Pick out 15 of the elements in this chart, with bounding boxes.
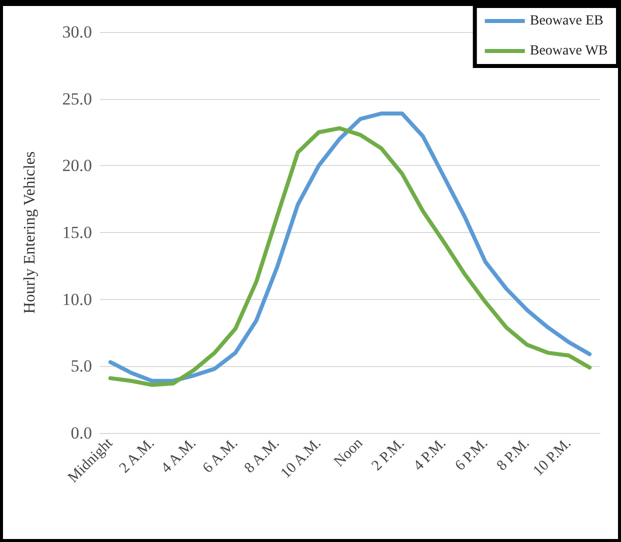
y-tick-label: 5.0 bbox=[70, 356, 92, 376]
x-tick-label: 2 P.M. bbox=[369, 435, 408, 474]
y-tick-label: 15.0 bbox=[62, 223, 92, 242]
y-tick-label: 0.0 bbox=[70, 424, 92, 442]
x-tick-label: 10 P.M. bbox=[530, 435, 574, 480]
y-tick-label: 10.0 bbox=[62, 290, 92, 309]
x-tick-label: 4 P.M. bbox=[410, 435, 450, 474]
y-tick-label: 30.0 bbox=[62, 22, 92, 42]
legend-label: Beowave EB bbox=[530, 14, 604, 28]
legend-label: Beowave WB bbox=[530, 44, 608, 58]
x-tick-label: 8 P.M. bbox=[494, 435, 533, 474]
y-axis-title: Hourly Entering Vehicles bbox=[22, 151, 38, 314]
y-tick-label: 25.0 bbox=[62, 89, 92, 108]
y-tick-label: 20.0 bbox=[62, 156, 92, 176]
x-tick-label: 6 P.M. bbox=[452, 435, 492, 474]
